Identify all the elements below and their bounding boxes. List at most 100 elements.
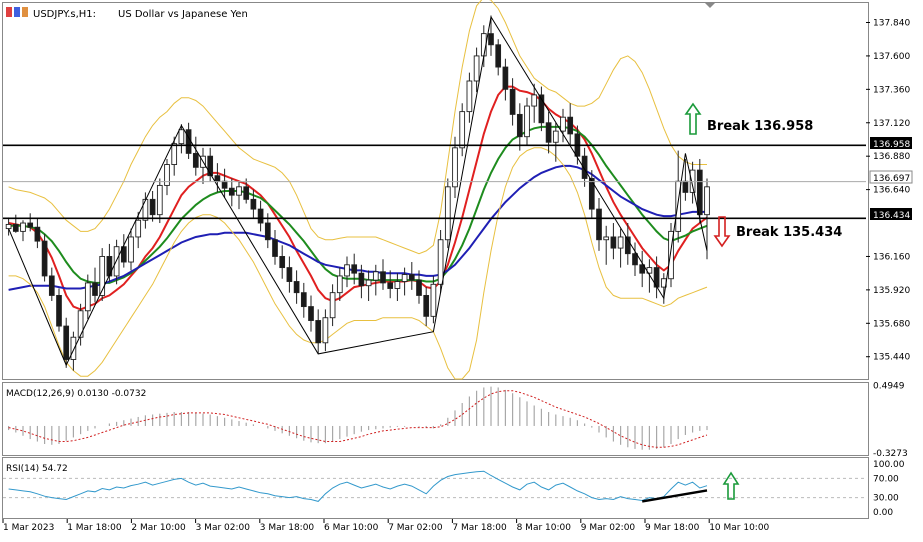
candle-body [207,155,214,177]
candle-body [178,129,185,145]
candle [272,229,278,265]
candle-body [135,219,142,238]
candle [41,234,48,282]
candle [228,178,235,207]
candle-body [372,271,379,281]
candle-body [358,272,365,287]
candle [516,103,523,151]
time-tick-label: 3 Mar 18:00 [260,523,315,533]
price-tick-label: 137.120 [873,119,910,129]
candle-body [41,240,48,277]
candle-body [617,236,624,249]
rsi-arrow-up-icon [722,471,740,500]
candle-body [257,208,264,224]
candle [120,234,127,268]
candle [524,97,530,146]
candle-body [545,122,552,143]
candle-body [56,294,62,327]
candle-body [12,223,19,232]
candle [495,39,502,76]
candle [430,275,437,324]
price-tick-label: 135.440 [873,353,910,363]
macd-layer [8,386,708,450]
upper-line-tag: 136.958 [870,137,912,150]
candle-body [156,184,163,216]
candle-body [632,253,638,266]
candle [293,270,300,304]
candle-body [329,292,336,319]
candle-body [293,281,300,294]
candle [84,274,91,320]
candle-body [128,236,134,263]
candle [178,124,185,154]
candle [394,273,401,302]
bb_upper-line [8,0,707,255]
candle-body [63,325,70,360]
rsi-tick-label: 0.00 [873,508,893,518]
candle [545,111,552,154]
price-tick-label: 137.360 [873,85,910,95]
rsi-panel-frame [2,457,869,519]
candle [56,288,62,332]
candle [502,58,509,101]
candle-body [336,275,343,294]
zigzag-line [8,15,708,367]
bb_lower-line [8,147,708,380]
arrow-up-icon [684,102,702,135]
rsi-layer [3,470,866,503]
candle-body [509,88,516,115]
candle-body [221,180,228,189]
macd-tick-label: 0.4949 [873,381,905,391]
candle [192,136,199,176]
candle [416,270,422,304]
candle-body [538,94,545,124]
candle-body [524,105,530,138]
candle-body [228,187,235,196]
candle-body [531,94,538,107]
rsi-tick-label: 70.00 [873,474,899,484]
candle-body [344,264,350,277]
candle-body [286,267,293,282]
candle-body [142,198,149,221]
candle-body [27,222,34,228]
candle-body [365,279,372,287]
candle-body [704,186,710,216]
candle [344,256,350,288]
rsi-tick-label: 30.00 [873,494,899,504]
candle-body [279,256,286,269]
candle [596,197,602,251]
time-tick-label: 10 Mar 10:00 [709,523,769,533]
candle-body [588,178,595,210]
chart-icon-2 [14,7,20,17]
time-tick-label: 7 Mar 02:00 [388,523,443,533]
candle-body [214,175,221,182]
candle-body [34,226,41,242]
time-tick-label: 3 Mar 02:00 [196,523,251,533]
macd-panel-frame [2,382,869,456]
current-price: 136.697 [873,174,910,184]
arrow-down-icon [713,216,731,248]
candle-body [99,256,106,296]
candle-body [20,222,26,232]
candle-body [236,186,242,196]
candle-body [444,186,451,241]
candle-body [516,113,523,138]
symbol-label: USDJPY.s,H1: [33,9,96,20]
candle [286,256,293,293]
candle [329,284,336,327]
candle-body [394,281,401,289]
candle-body [452,147,458,188]
break-down-annotation: Break 135.434 [713,216,842,248]
price-tick-label: 136.880 [873,152,910,162]
candle-body [596,208,602,241]
candle [531,83,538,123]
price-tick-label: 137.600 [873,52,910,62]
candle [380,259,386,290]
candle-body [48,275,55,296]
macd-signal-line [8,390,708,448]
price-tick-label: 135.920 [873,286,910,296]
candle [207,147,214,182]
candle [257,200,264,232]
candle-body [272,239,278,257]
